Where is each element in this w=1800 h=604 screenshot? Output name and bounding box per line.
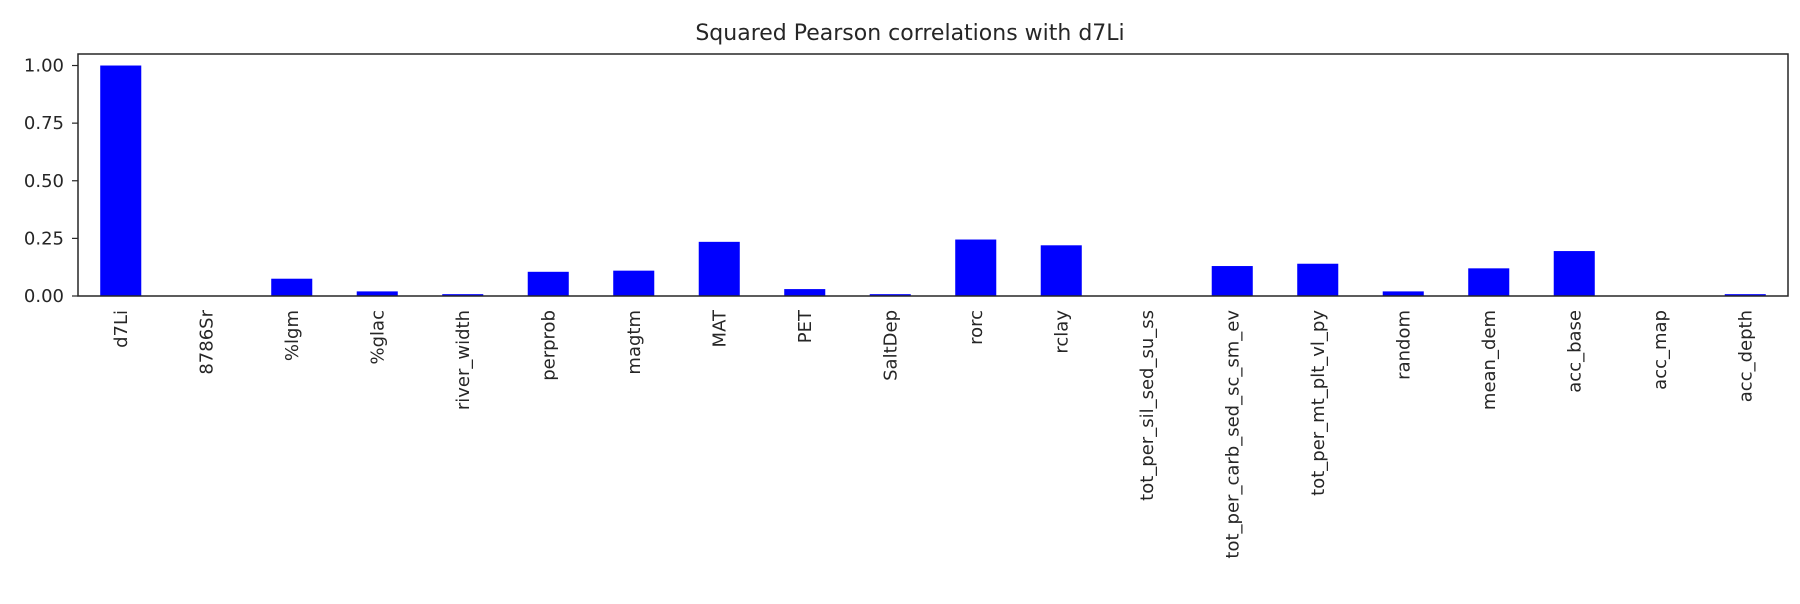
bar-river_width	[442, 294, 484, 296]
bar-%lgm	[271, 278, 313, 296]
bar-SaltDep	[869, 294, 911, 296]
x-tick-label: PET	[795, 309, 816, 343]
x-tick-label: tot_per_sil_sed_su_ss	[1137, 310, 1158, 501]
y-tick-label: 0.00	[24, 286, 64, 307]
bar-tot_per_carb_sed_sc_sm_ev	[1211, 266, 1253, 296]
x-tick-label: rorc	[966, 310, 987, 345]
bar-mean_dem	[1468, 268, 1510, 296]
x-tick-label: random	[1393, 310, 1414, 380]
bar-MAT	[698, 241, 740, 296]
bar-rorc	[955, 239, 997, 296]
x-tick-label: magtm	[624, 310, 645, 375]
x-tick-label: d7Li	[111, 310, 132, 348]
bar-tot_per_mt_plt_vl_py	[1297, 263, 1339, 296]
bars-layer	[100, 65, 1766, 297]
x-tick-label: 8786Sr	[196, 309, 217, 374]
y-tick-label: 0.50	[24, 171, 64, 192]
y-tick-label: 1.00	[24, 56, 64, 77]
bar-acc_base	[1553, 251, 1595, 296]
x-tick-label: rclay	[1051, 310, 1072, 354]
bar-acc_depth	[1724, 294, 1766, 296]
x-tick-label: acc_base	[1564, 310, 1585, 393]
y-tick-label: 0.75	[24, 113, 64, 134]
x-tick-label: mean_dem	[1479, 310, 1500, 410]
chart-title: Squared Pearson correlations with d7Li	[695, 21, 1124, 46]
x-tick-label: acc_depth	[1735, 310, 1756, 402]
bar-d7Li	[100, 65, 142, 297]
y-tick-label: 0.25	[24, 228, 64, 249]
x-tick-label: SaltDep	[880, 310, 901, 381]
x-tick-label: %lgm	[282, 310, 303, 361]
x-tick-label: tot_per_mt_plt_vl_py	[1308, 310, 1329, 496]
bar-magtm	[613, 270, 655, 296]
x-tick-label: river_width	[453, 310, 474, 410]
x-tick-label: perprob	[538, 310, 559, 381]
bar-perprob	[527, 271, 569, 296]
x-tick-label: acc_map	[1650, 310, 1671, 390]
y-axis: 0.00 0.25 0.50 0.75 1.00	[24, 56, 78, 307]
x-tick-label: MAT	[709, 309, 730, 347]
x-tick-label: tot_per_carb_sed_sc_sm_ev	[1222, 310, 1243, 559]
x-tick-label: %glac	[367, 310, 388, 364]
x-axis: d7Li 8786Sr %lgm %glac river_width perprob mag…	[111, 309, 1757, 559]
bar-PET	[784, 289, 826, 296]
bar-random	[1382, 291, 1424, 296]
bar-rclay	[1040, 245, 1082, 296]
plot-frame	[77, 53, 1789, 297]
bar-%glac	[356, 291, 398, 296]
